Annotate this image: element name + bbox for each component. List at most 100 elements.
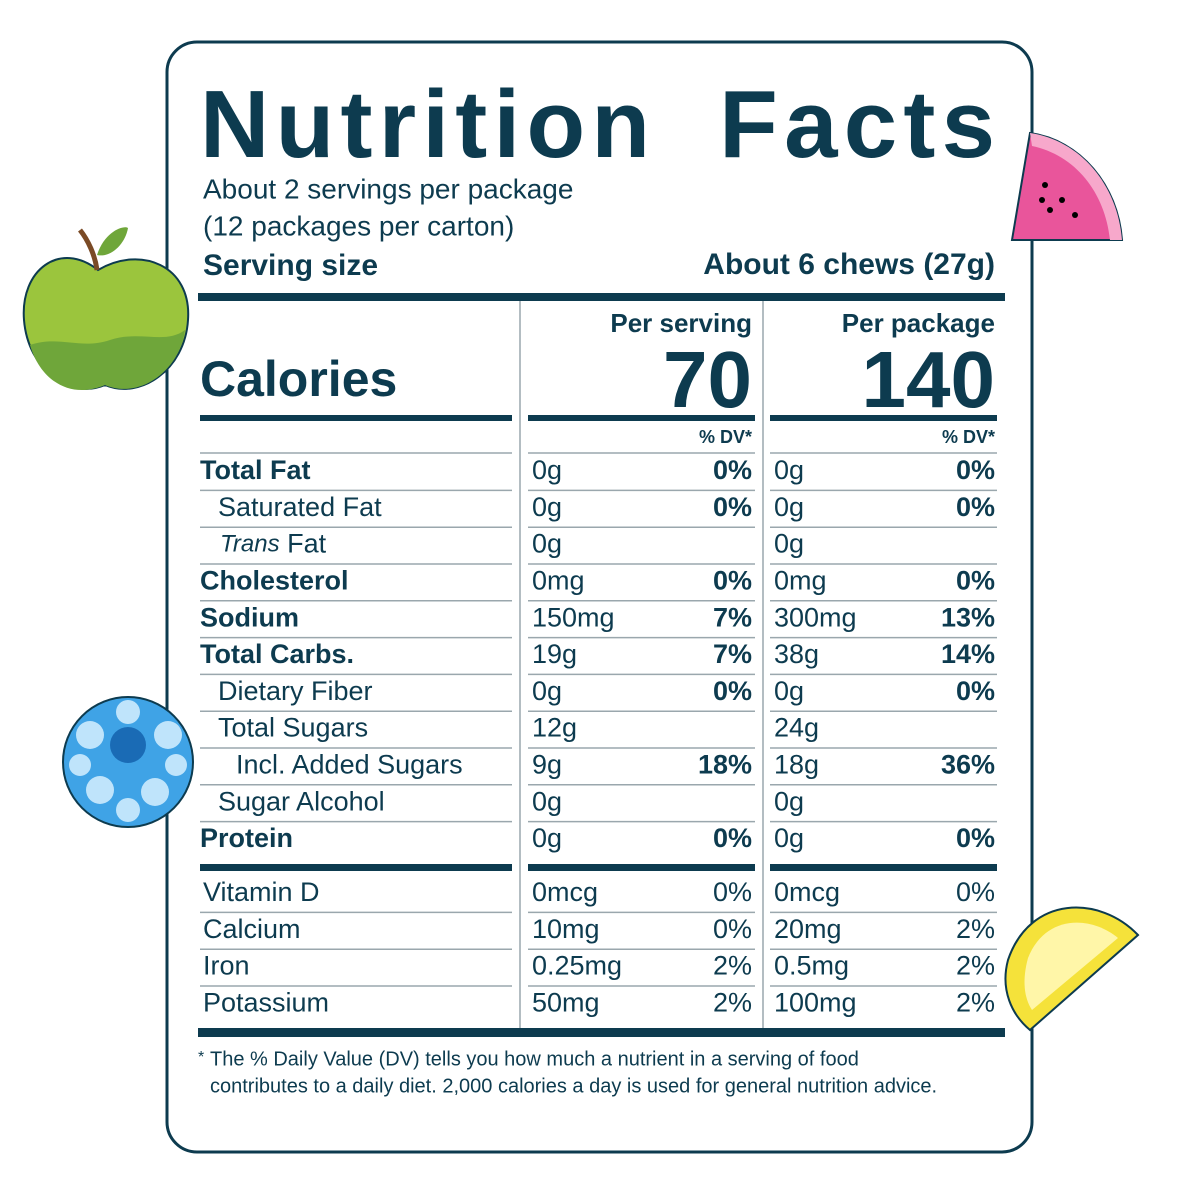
package-amount: 0.5mg <box>774 951 849 981</box>
package-dv: 13% <box>941 602 995 632</box>
section-rule <box>528 864 755 871</box>
lemon-icon <box>1004 906 1140 1032</box>
nutrient-name: Dietary Fiber <box>218 676 373 706</box>
calories-label: Calories <box>200 351 397 407</box>
vitamin-name: Vitamin D <box>203 877 320 907</box>
calories-rule <box>770 415 997 421</box>
nutrient-name: Sugar Alcohol <box>218 786 385 816</box>
footnote-line: contributes to a daily diet. 2,000 calor… <box>210 1075 937 1097</box>
dv-heading: % DV* <box>942 427 995 447</box>
calories-rule <box>200 415 512 421</box>
serving-amount: 0.25mg <box>532 951 622 981</box>
bottom-rule <box>198 1028 1005 1037</box>
calories-rule <box>528 415 755 421</box>
package-amount: 38g <box>774 639 819 669</box>
serving-amount: 0g <box>532 676 562 706</box>
calories-per-package: 140 <box>862 335 995 424</box>
serving-amount: 12g <box>532 713 577 743</box>
package-amount: 0mcg <box>774 877 840 907</box>
nutrient-name: Trans Fat <box>220 529 327 559</box>
nutrient-name-italic: Trans <box>220 531 280 558</box>
watermelon-icon <box>1010 131 1124 241</box>
serving-dv: 0% <box>713 823 752 853</box>
serving-amount: 0g <box>532 455 562 485</box>
serving-amount: 9g <box>532 750 562 780</box>
serving-dv: 18% <box>698 750 752 780</box>
package-amount: 24g <box>774 713 819 743</box>
serving-amount: 150mg <box>532 602 615 632</box>
calories-per-serving: 70 <box>663 335 752 424</box>
serving-amount: 0mcg <box>532 877 598 907</box>
nutrient-name-rest: Fat <box>287 529 327 559</box>
serving-dv: 2% <box>713 988 752 1018</box>
package-amount: 0mg <box>774 566 827 596</box>
serving-amount: 10mg <box>532 914 600 944</box>
label-frame <box>165 40 1034 1154</box>
vitamin-name: Calcium <box>203 914 301 944</box>
package-amount: 0g <box>774 529 804 559</box>
per-serving-heading: Per serving <box>610 308 752 338</box>
title: Nutrition Facts <box>200 71 995 178</box>
serving-amount: 0mg <box>532 566 585 596</box>
serving-dv: 0% <box>713 676 752 706</box>
package-dv: 36% <box>941 750 995 780</box>
per-package-heading: Per package <box>842 308 995 338</box>
serving-dv: 0% <box>713 566 752 596</box>
nutrient-name: Protein <box>200 823 293 853</box>
thick-rule <box>198 293 1005 301</box>
serving-amount: 0g <box>532 823 562 853</box>
package-dv: 2% <box>956 951 995 981</box>
package-dv: 0% <box>956 566 995 596</box>
package-amount: 300mg <box>774 602 857 632</box>
serving-amount: 50mg <box>532 988 600 1018</box>
nutrient-name: Sodium <box>200 602 299 632</box>
package-amount: 20mg <box>774 914 842 944</box>
nutrient-name: Cholesterol <box>200 566 349 596</box>
package-dv: 0% <box>956 676 995 706</box>
dv-heading: % DV* <box>699 427 752 447</box>
serving-size-value: About 6 chews (27g) <box>703 248 995 281</box>
package-amount: 0g <box>774 676 804 706</box>
package-amount: 18g <box>774 750 819 780</box>
package-dv: 2% <box>956 988 995 1018</box>
serving-amount: 19g <box>532 639 577 669</box>
package-amount: 100mg <box>774 988 857 1018</box>
serving-amount: 0g <box>532 529 562 559</box>
serving-amount: 0g <box>532 786 562 816</box>
section-rule <box>770 864 997 871</box>
apple-icon <box>22 227 190 391</box>
nutrient-name: Saturated Fat <box>218 492 382 522</box>
vitamin-name: Iron <box>203 951 250 981</box>
package-amount: 0g <box>774 492 804 522</box>
serving-size-label: Serving size <box>203 249 378 282</box>
package-amount: 0g <box>774 823 804 853</box>
nutrient-name: Total Sugars <box>218 713 368 743</box>
serving-dv: 2% <box>713 951 752 981</box>
serving-dv: 0% <box>713 877 752 907</box>
serving-amount: 0g <box>532 492 562 522</box>
serving-dv: 0% <box>713 455 752 485</box>
serving-dv: 0% <box>713 492 752 522</box>
footnote-marker: * <box>198 1049 204 1066</box>
nutrient-name: Total Carbs. <box>200 639 354 669</box>
packages-per-carton: (12 packages per carton) <box>203 210 514 241</box>
package-dv: 0% <box>956 455 995 485</box>
serving-dv: 0% <box>713 914 752 944</box>
package-dv: 2% <box>956 914 995 944</box>
nutrient-name: Total Fat <box>200 455 311 485</box>
serving-dv: 7% <box>713 602 752 632</box>
package-dv: 0% <box>956 877 995 907</box>
serving-dv: 7% <box>713 639 752 669</box>
section-rule <box>200 864 512 871</box>
package-dv: 0% <box>956 492 995 522</box>
package-dv: 0% <box>956 823 995 853</box>
blue-raspberry-icon <box>62 696 194 828</box>
vitamin-name: Potassium <box>203 988 329 1018</box>
package-amount: 0g <box>774 455 804 485</box>
servings-per-package: About 2 servings per package <box>203 173 573 204</box>
footnote-line: The % Daily Value (DV) tells you how muc… <box>210 1048 859 1070</box>
package-amount: 0g <box>774 786 804 816</box>
package-dv: 14% <box>941 639 995 669</box>
